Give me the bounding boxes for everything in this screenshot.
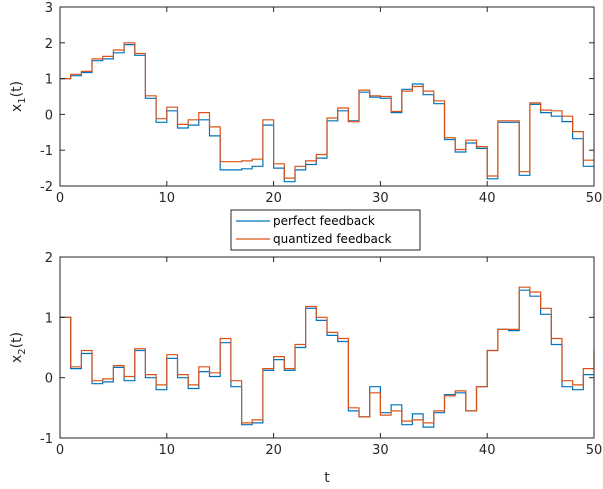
- series-group-x1: [60, 42, 594, 183]
- y-tick-label-x2: 0: [45, 372, 53, 387]
- series-group-x2: [60, 286, 595, 428]
- y-axis-label-x2-sub: 2: [17, 348, 28, 354]
- y-tick-label-x2: -1: [40, 432, 53, 447]
- axes-box-x2: [59, 256, 595, 439]
- legend-box: [230, 209, 421, 251]
- legend: perfect feedback quantized feedback: [230, 209, 421, 251]
- legend-label-quantized: quantized feedback: [273, 232, 392, 246]
- axes-box-x1: [59, 6, 595, 187]
- x-tick-label-x2: 10: [159, 443, 176, 458]
- y-axis-label-x2-tail: (t): [9, 332, 25, 348]
- y-tick-label-x1: 2: [45, 37, 53, 52]
- y-tick-label-x1: 3: [45, 1, 53, 16]
- y-tick-label-x1: 0: [45, 108, 53, 123]
- y-axis-label-x1-sub: 1: [17, 97, 28, 103]
- y-axis-label-x1-tail: (t): [9, 81, 25, 97]
- x-tick-label-x2: 0: [56, 443, 64, 458]
- y-tick-label-x2: 1: [45, 311, 53, 326]
- series-line-x1-quantized: [60, 42, 594, 179]
- x-tick-label-x2: 30: [372, 443, 389, 458]
- legend-label-perfect: perfect feedback: [273, 214, 375, 228]
- x-axis-label-t: t: [324, 470, 330, 486]
- x-tick-label-x1: 40: [479, 191, 496, 206]
- x-tick-label-x2: 40: [479, 443, 496, 458]
- x-tick-label-x1: 30: [372, 191, 389, 206]
- x-tick-label-x1: 0: [56, 191, 64, 206]
- x-tick-label-x1: 10: [159, 191, 176, 206]
- x-tick-label-x1: 50: [586, 191, 603, 206]
- y-axis-label-x1: x1(t): [9, 81, 28, 112]
- y-axis-label-x2: x2(t): [9, 332, 28, 363]
- y-tick-label-x2: 2: [45, 251, 53, 266]
- x-tick-label-x2: 50: [586, 443, 603, 458]
- plot-area-x2: [60, 257, 594, 438]
- ticks-x1: 0 10 20 30 40 50 -2 -1 0 1 2 3: [40, 1, 602, 206]
- y-axis-label-x1-main: x: [9, 104, 25, 112]
- series-line-x2-quantized: [60, 286, 595, 424]
- y-tick-label-x1: -2: [40, 180, 53, 195]
- y-tick-label-x1: 1: [45, 73, 53, 88]
- y-tick-label-x1: -1: [40, 144, 53, 159]
- plot-area-x1: [60, 7, 594, 186]
- x-tick-label-x1: 20: [265, 191, 282, 206]
- x-tick-label-x2: 20: [265, 443, 282, 458]
- y-axis-label-x2-main: x: [9, 355, 25, 363]
